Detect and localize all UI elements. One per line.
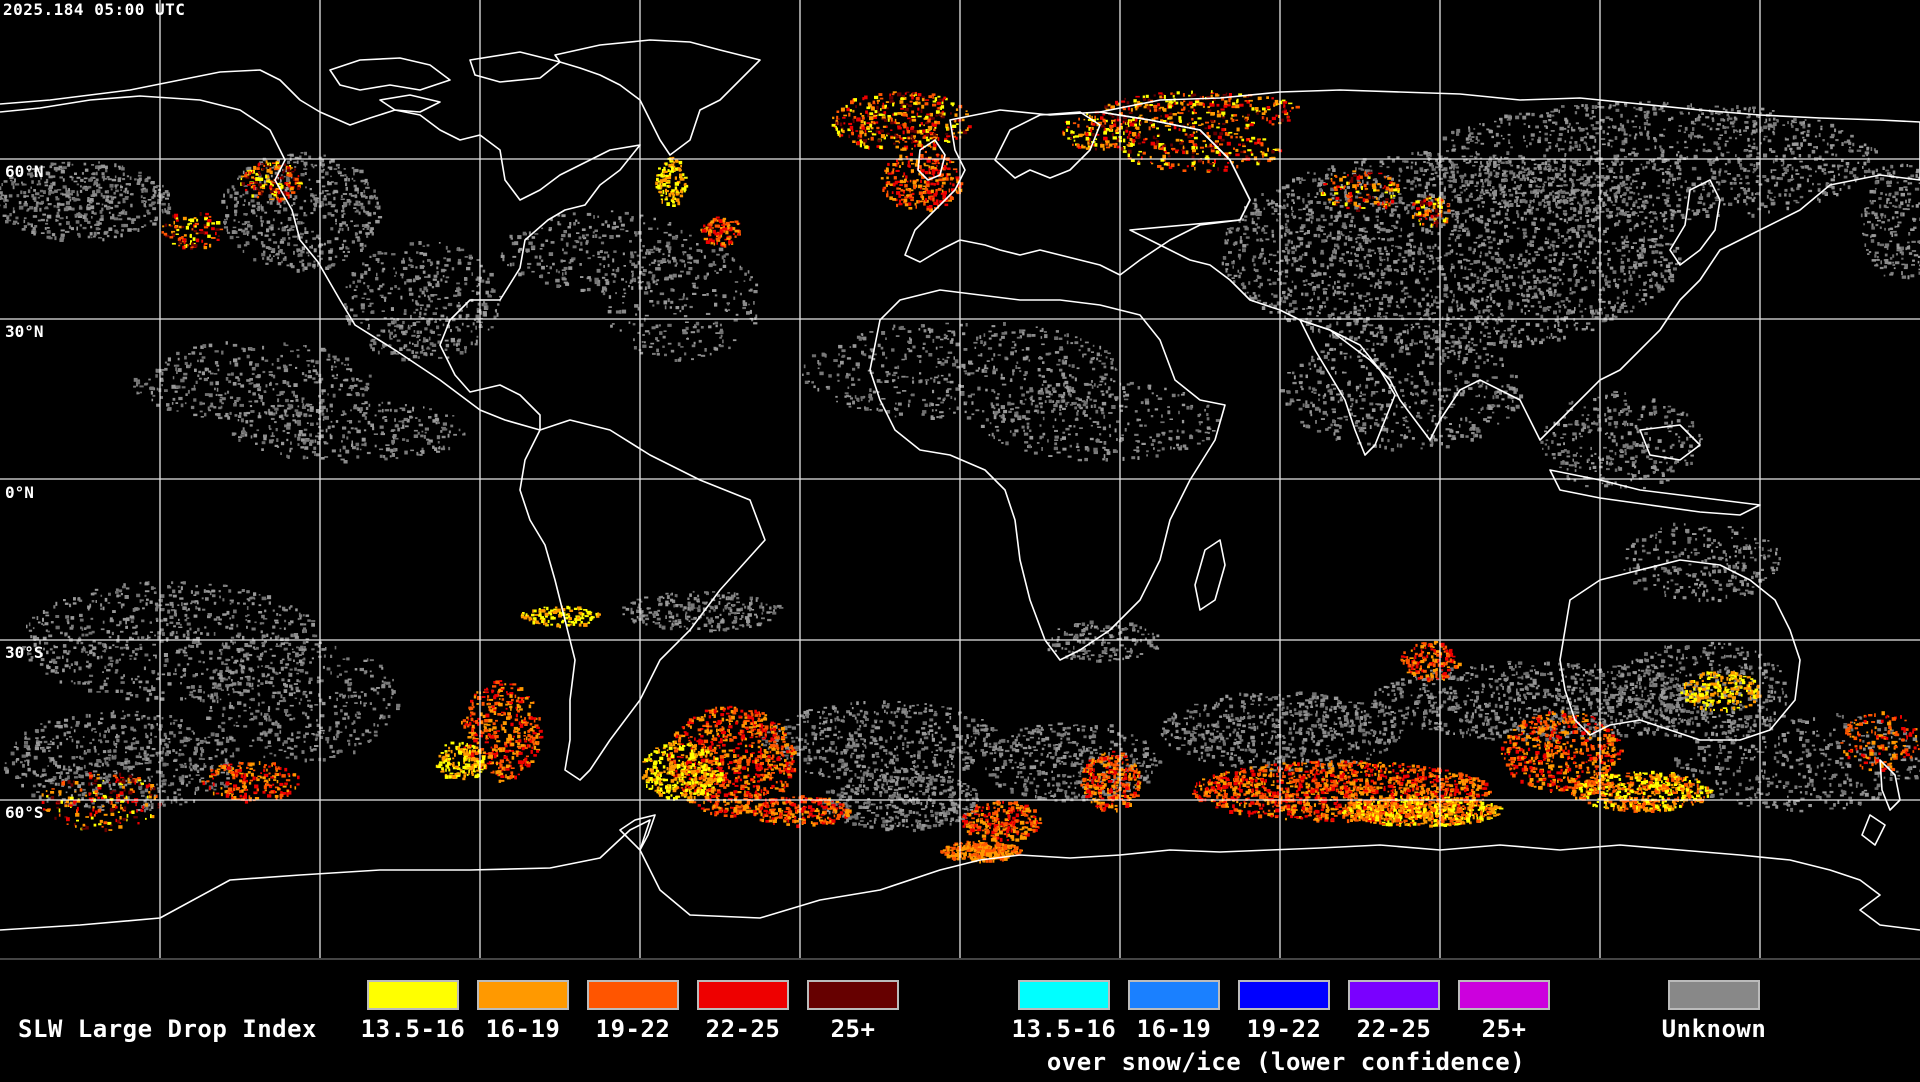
legend-snow-caption: over snow/ice (lower confidence)	[1016, 1048, 1556, 1076]
world-map: 2025.184 05:00 UTC 60°N 30°N 0°N 30°S 60…	[0, 0, 1920, 958]
legend-label-main-1: 13.5-16	[353, 1015, 473, 1043]
legend-swatch-snow-5	[1458, 980, 1550, 1010]
lat-label-60s: 60°S	[5, 803, 44, 822]
legend-swatch-snow-2	[1128, 980, 1220, 1010]
legend-swatch-main-1	[367, 980, 459, 1010]
legend-label-snow-2: 16-19	[1114, 1015, 1234, 1043]
legend-label-main-3: 19-22	[573, 1015, 693, 1043]
lat-label-30s: 30°S	[5, 643, 44, 662]
legend-swatch-snow-3	[1238, 980, 1330, 1010]
legend-swatch-main-5	[807, 980, 899, 1010]
lat-label-0n: 0°N	[5, 483, 34, 502]
legend-label-main-5: 25+	[793, 1015, 913, 1043]
legend-swatch-main-2	[477, 980, 569, 1010]
legend-label-snow-1: 13.5-16	[1004, 1015, 1124, 1043]
legend-label-main-4: 22-25	[683, 1015, 803, 1043]
legend-swatch-main-4	[697, 980, 789, 1010]
legend-swatch-snow-4	[1348, 980, 1440, 1010]
legend: SLW Large Drop Index 13.5-16 16-19 19-22…	[0, 958, 1920, 1082]
timestamp: 2025.184 05:00 UTC	[3, 0, 185, 19]
legend-label-snow-3: 19-22	[1224, 1015, 1344, 1043]
lat-label-30n: 30°N	[5, 322, 44, 341]
legend-label-snow-5: 25+	[1444, 1015, 1564, 1043]
legend-label-unknown: Unknown	[1654, 1015, 1774, 1043]
legend-label-main-2: 16-19	[463, 1015, 583, 1043]
map-canvas	[0, 0, 1920, 958]
legend-swatch-snow-1	[1018, 980, 1110, 1010]
legend-label-snow-4: 22-25	[1334, 1015, 1454, 1043]
legend-title: SLW Large Drop Index	[18, 1015, 317, 1043]
legend-swatch-unknown	[1668, 980, 1760, 1010]
legend-swatch-main-3	[587, 980, 679, 1010]
lat-label-60n: 60°N	[5, 162, 44, 181]
